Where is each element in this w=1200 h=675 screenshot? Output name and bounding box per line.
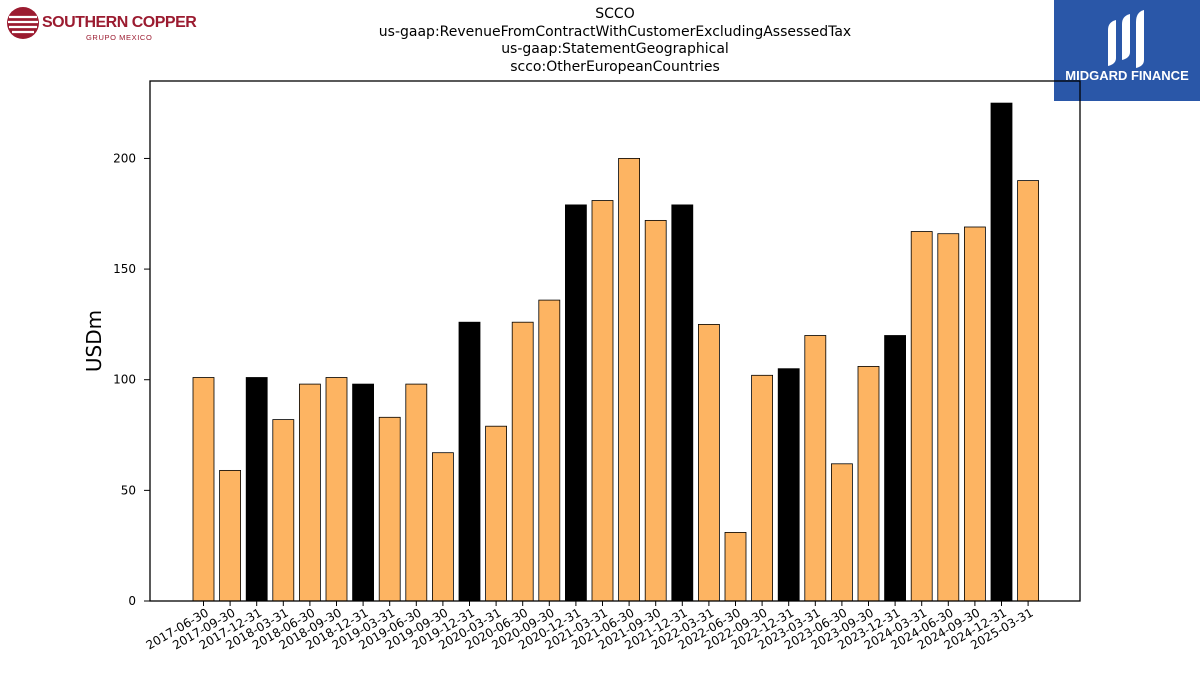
southern-copper-subtitle: GRUPO MEXICO bbox=[86, 33, 153, 42]
bar bbox=[910, 231, 933, 602]
bar bbox=[937, 233, 960, 602]
bar bbox=[591, 200, 614, 602]
bar bbox=[831, 463, 853, 602]
bar bbox=[990, 102, 1013, 602]
x-axis: 2017-06-302017-09-302017-12-312018-03-31… bbox=[144, 601, 1036, 652]
bar bbox=[325, 377, 348, 602]
bar bbox=[431, 452, 454, 602]
bar bbox=[538, 299, 561, 602]
midgard-emblem-icon bbox=[1108, 10, 1144, 68]
bar bbox=[644, 219, 667, 602]
bar bbox=[857, 365, 880, 602]
bar bbox=[724, 532, 747, 602]
southern-copper-logo: SOUTHERN COPPER GRUPO MEXICO bbox=[4, 4, 197, 44]
chart-title-line: SCCO bbox=[595, 6, 635, 22]
chart-title-line: us-gaap:RevenueFromContractWithCustomerE… bbox=[378, 23, 852, 40]
y-tick-label: 200 bbox=[113, 151, 136, 165]
bar bbox=[192, 377, 215, 602]
chart-title-line: us-gaap:StatementGeographical bbox=[501, 41, 729, 57]
bar bbox=[298, 383, 321, 602]
bar bbox=[511, 321, 534, 602]
y-tick-label: 50 bbox=[121, 483, 136, 497]
bar bbox=[777, 368, 800, 602]
chart-title: SCCO us-gaap:RevenueFromContractWithCust… bbox=[315, 6, 915, 76]
y-axis: 0 50 100 150 200 bbox=[113, 151, 150, 608]
bar bbox=[618, 157, 640, 602]
bar bbox=[458, 321, 481, 602]
y-axis-label: USDm bbox=[82, 310, 106, 372]
bar bbox=[698, 323, 720, 602]
bar bbox=[378, 416, 401, 602]
bar bbox=[352, 383, 375, 602]
bar bbox=[219, 469, 242, 602]
bar bbox=[245, 377, 268, 602]
bar bbox=[964, 226, 986, 602]
bar bbox=[565, 204, 587, 602]
bar bbox=[671, 204, 694, 602]
plot-frame bbox=[149, 80, 1081, 602]
bar bbox=[272, 419, 295, 602]
y-tick-label: 100 bbox=[113, 373, 136, 387]
bar bbox=[804, 335, 827, 602]
midgard-finance-logo: MIDGARD FINANCE bbox=[1054, 0, 1200, 101]
midgard-finance-name: MIDGARD FINANCE bbox=[1065, 68, 1189, 83]
bar bbox=[884, 335, 906, 602]
y-tick-label: 0 bbox=[128, 594, 136, 608]
bar bbox=[485, 425, 508, 602]
southern-copper-name: SOUTHERN COPPER bbox=[42, 14, 197, 31]
chart-title-line: scco:OtherEuropeanCountries bbox=[510, 58, 720, 75]
bar bbox=[751, 374, 773, 602]
bar bbox=[405, 383, 428, 602]
bar bbox=[1017, 180, 1039, 602]
y-tick-label: 150 bbox=[113, 262, 136, 276]
southern-copper-emblem-icon bbox=[7, 7, 39, 39]
bars-group bbox=[192, 102, 1039, 602]
